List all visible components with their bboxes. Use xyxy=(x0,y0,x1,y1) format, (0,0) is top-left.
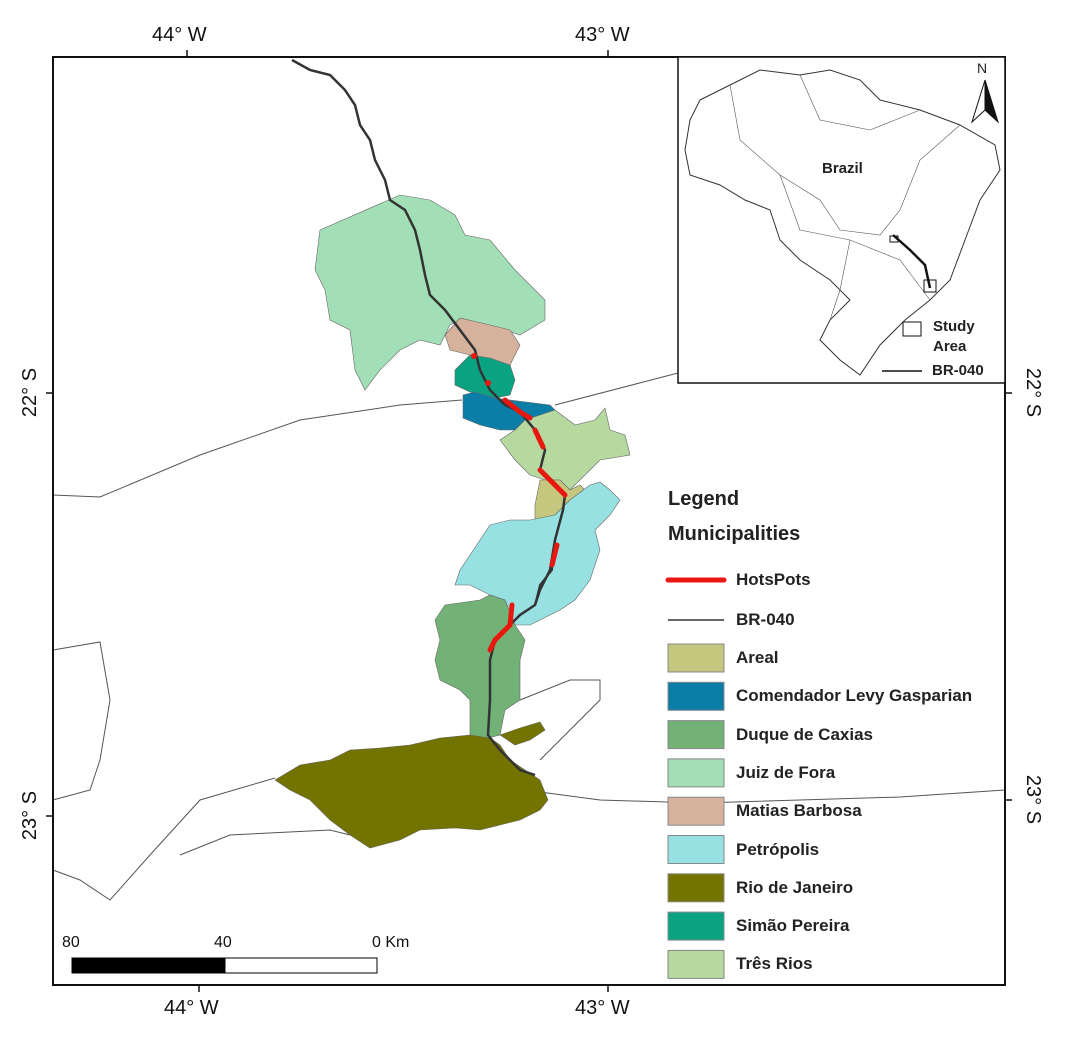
legend-swatch xyxy=(667,873,725,903)
legend-label: Rio de Janeiro xyxy=(736,877,854,897)
legend-label: Comendador Levy Gasparian xyxy=(736,686,973,706)
map-frame xyxy=(52,56,1006,986)
legend-label: Juiz de Fora xyxy=(736,762,836,782)
scale-bar-light xyxy=(224,957,378,974)
lon-label: 44° W xyxy=(152,24,207,46)
legend-label: Matias Barbosa xyxy=(736,801,862,821)
legend-label: Areal xyxy=(736,648,779,667)
legend-label: Duque de Caxias xyxy=(736,724,873,744)
north-arrow-dark xyxy=(984,79,1000,124)
brazil-outline xyxy=(684,69,1001,376)
matias-barbosa xyxy=(444,317,521,366)
brazil-states xyxy=(729,74,961,321)
legend-title: Legend xyxy=(668,488,740,510)
inset-road xyxy=(892,234,932,289)
legend-swatch xyxy=(667,758,725,788)
lon-label: 43° W xyxy=(575,997,630,1019)
inset-frame xyxy=(677,56,1006,384)
hotspots xyxy=(471,353,568,653)
legend-swatch xyxy=(667,681,725,711)
legend-label: HotsPots xyxy=(736,570,811,589)
scale-bar-dark xyxy=(71,957,226,974)
scale-label: 80 xyxy=(62,934,80,951)
legend-label: Petrópolis xyxy=(736,839,820,859)
legend-swatch xyxy=(667,835,725,864)
legend-swatch xyxy=(667,949,725,979)
lat-label: 23° S xyxy=(1022,774,1045,825)
lat-label: 22° S xyxy=(19,367,42,418)
petropolis xyxy=(454,481,621,626)
legend-label: Três Rios xyxy=(736,954,813,974)
municipalities xyxy=(274,194,631,849)
inset-legend-label: BR-040 xyxy=(932,362,984,379)
lon-label: 44° W xyxy=(164,997,219,1019)
legend-swatch xyxy=(667,796,725,826)
rio-island xyxy=(499,721,546,746)
lon-label: 43° W xyxy=(575,24,630,46)
state-borders xyxy=(52,372,1006,901)
inset-legend-label: Study Area xyxy=(933,318,975,355)
north-label: N xyxy=(977,60,988,76)
scale-label: 0 Km xyxy=(372,934,410,951)
rio-de-janeiro xyxy=(274,734,549,849)
legend-label: Simão Pereira xyxy=(736,916,850,936)
country-label: Brazil xyxy=(822,160,863,177)
legend-label: BR-040 xyxy=(736,610,795,629)
study-area-swatch xyxy=(902,321,922,337)
legend-swatch xyxy=(667,720,725,750)
legend-swatch xyxy=(667,643,725,673)
inset-study-box xyxy=(923,279,937,293)
lat-label: 22° S xyxy=(1022,367,1045,418)
lat-label: 23° S xyxy=(19,790,42,841)
simao-pereira xyxy=(454,354,516,399)
legend-swatches xyxy=(667,643,725,979)
legend-subtitle: Municipalities xyxy=(668,523,801,545)
inset-box xyxy=(889,235,899,243)
br-040-road xyxy=(291,58,567,777)
scale-label: 40 xyxy=(214,934,232,951)
legend-swatch xyxy=(667,911,725,941)
graticule-ticks xyxy=(46,50,1012,992)
